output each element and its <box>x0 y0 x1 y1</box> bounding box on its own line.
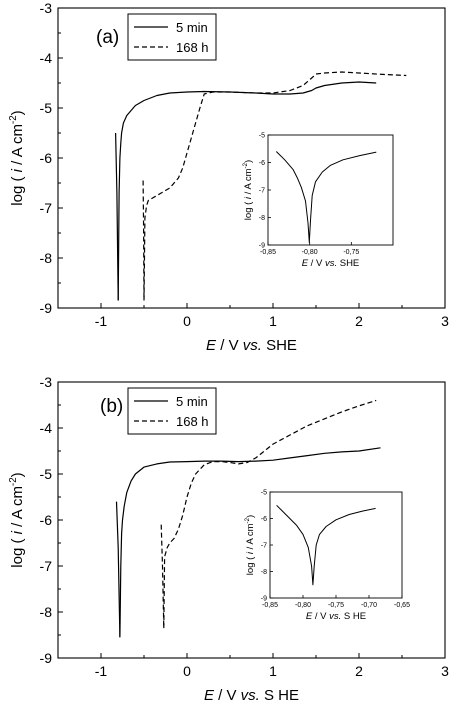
inset-plot: -0,85 -0,80 -0,75 -0,70 -0,65 -5 -6 -7 -8 -9 E / V… <box>244 490 410 623</box>
inset-x-tick-label: -0,85 <box>262 602 278 609</box>
inset-series-line <box>276 504 376 586</box>
inset-y-tick-label: -7 <box>259 188 265 195</box>
legend-label: 168 h <box>176 414 209 429</box>
x-tick-label: -1 <box>95 663 108 679</box>
x-tick-label: 0 <box>183 313 191 329</box>
inset-x-axis-label: E / V vs. S HE <box>306 611 366 622</box>
inset-series-line <box>275 151 377 243</box>
y-tick-label: -6 <box>40 150 53 166</box>
y-tick-label: -7 <box>40 558 53 574</box>
y-tick-label: -5 <box>40 466 53 482</box>
legend-box <box>127 13 217 61</box>
inset-y-tick-label: -7 <box>261 543 267 550</box>
y-tick-label: -5 <box>40 100 53 116</box>
x-tick-label: -1 <box>95 313 108 329</box>
inset-x-tick-label: -0,80 <box>302 249 318 256</box>
legend-label: 168 h <box>176 40 209 55</box>
y-axis-label: log ( i / A cm-2) <box>8 472 26 567</box>
legend-label: 5 min <box>176 394 208 409</box>
y-tick-label: -4 <box>40 420 53 436</box>
legend-box <box>127 387 217 435</box>
y-tick-label: -3 <box>40 374 53 390</box>
inset-frame <box>267 134 394 246</box>
y-tick-label: -4 <box>40 50 53 66</box>
inset-x-axis-label: E / V vs. SHE <box>302 258 360 269</box>
inset-x-tick-label: -0,75 <box>328 602 344 609</box>
panel-label: (a) <box>96 27 119 48</box>
x-tick-label: 3 <box>441 313 449 329</box>
y-tick-label: -8 <box>40 604 53 620</box>
y-tick-label: -7 <box>40 200 53 216</box>
series-line-5min <box>119 447 381 638</box>
inset-x-tick-label: -0,65 <box>394 602 410 609</box>
inset-y-tick-label: -9 <box>261 596 267 603</box>
legend: 5 min 168 h <box>127 387 217 435</box>
inset-plot: -0,85 -0,80 -0,75 -5 -6 -7 -8 -9 E / V vs. SHE lo… <box>242 133 394 269</box>
inset-y-tick-label: -5 <box>259 133 265 140</box>
inset-x-tick-label: -0,80 <box>295 602 311 609</box>
series-line-168h <box>143 71 407 301</box>
series-line-168h <box>163 399 377 629</box>
inset-frame <box>269 491 403 599</box>
inset-y-tick-label: -8 <box>261 569 267 576</box>
y-tick-label: -6 <box>40 512 53 528</box>
chart-panel-b: -1 0 1 2 3 -3 -4 -5 -6 -7 -8 -9 E / V vs. S HE log ( … <box>8 374 449 704</box>
y-tick-label: -3 <box>40 0 53 16</box>
legend: 5 min 168 h <box>127 13 217 61</box>
series-line-5min <box>115 501 121 638</box>
x-axis-label: E / V vs. S HE <box>204 687 299 704</box>
series-line-5min <box>117 81 377 301</box>
inset-y-tick-label: -8 <box>259 215 265 222</box>
inset-y-tick-label: -6 <box>259 160 265 167</box>
series-line-5min <box>115 132 119 301</box>
inset-y-axis-label: log ( i / A cm-2) <box>242 160 254 220</box>
y-axis-label: log ( i / A cm-2) <box>8 110 26 205</box>
x-tick-label: 1 <box>269 313 277 329</box>
x-tick-label: 2 <box>355 663 363 679</box>
inset-x-tick-label: -0,70 <box>361 602 377 609</box>
panel-label: (b) <box>100 396 123 417</box>
series-line-168h <box>160 524 165 629</box>
chart-panel-a: -1 0 1 2 3 -3 -4 -5 -6 -7 -8 -9 E / V vs. SHE log ( i… <box>8 0 449 354</box>
x-axis-label: E / V vs. SHE <box>206 337 297 354</box>
inset-x-tick-label: -0,75 <box>343 249 359 256</box>
x-tick-label: 3 <box>441 663 449 679</box>
x-tick-label: 0 <box>183 663 191 679</box>
y-tick-label: -9 <box>40 300 53 316</box>
x-tick-label: 2 <box>355 313 363 329</box>
y-tick-label: -8 <box>40 250 53 266</box>
inset-y-tick-label: -6 <box>261 516 267 523</box>
inset-y-tick-label: -9 <box>259 243 265 250</box>
inset-y-axis-label: log ( i / A cm-2) <box>244 515 256 575</box>
inset-y-tick-label: -5 <box>261 490 267 497</box>
inset-x-tick-label: -0,85 <box>260 249 276 256</box>
y-tick-label: -9 <box>40 650 53 666</box>
legend-label: 5 min <box>176 20 208 35</box>
x-tick-label: 1 <box>269 663 277 679</box>
